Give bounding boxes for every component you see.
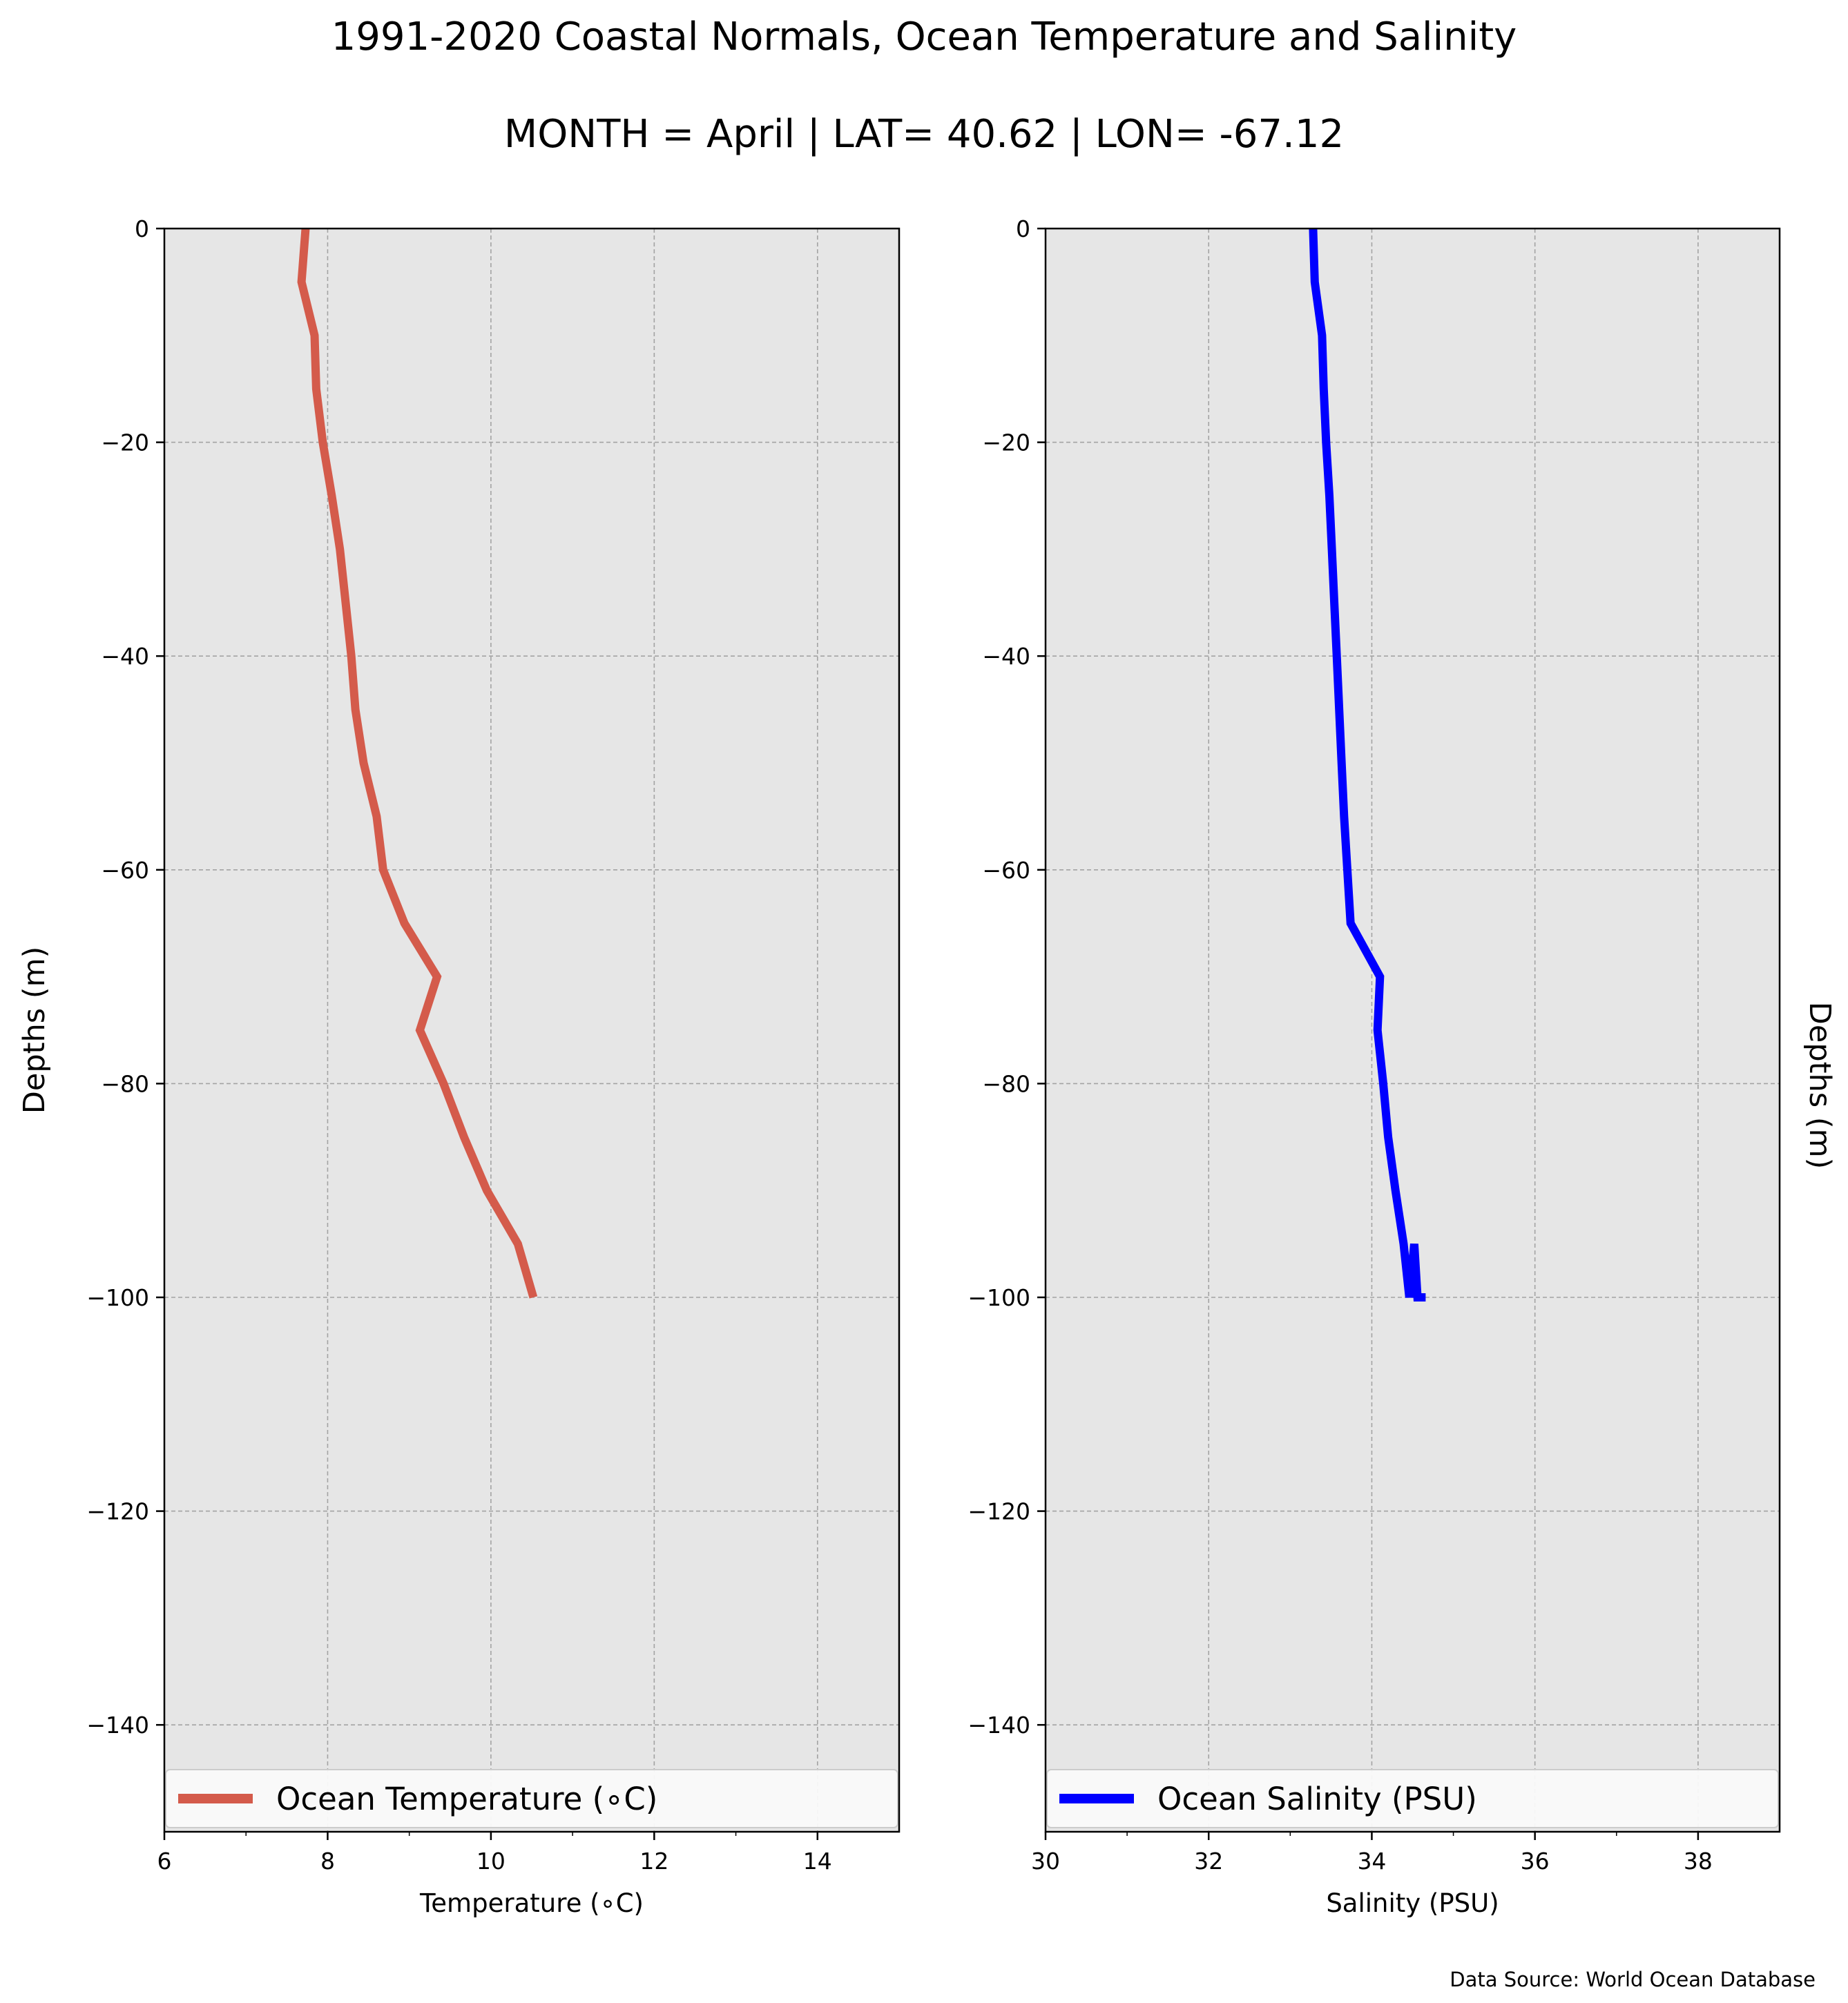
x-tick-label: 36 xyxy=(1521,1848,1550,1875)
legend-box xyxy=(1046,1769,1779,1828)
y-tick-label: −140 xyxy=(86,1712,149,1739)
y-tick-label: −20 xyxy=(982,429,1030,456)
x-tick-label: 6 xyxy=(157,1848,172,1875)
legend-label: Ocean Temperature (∘C) xyxy=(276,1781,657,1817)
x-tick-label: 14 xyxy=(803,1848,832,1875)
x-axis-label: Temperature (∘C) xyxy=(419,1888,644,1918)
y-tick-label: −100 xyxy=(86,1284,149,1311)
y-tick-label: 0 xyxy=(135,215,149,242)
x-tick-label: 32 xyxy=(1194,1848,1223,1875)
depth-axis-label-right: Depths (m) xyxy=(1802,1002,1837,1169)
x-tick-label: 34 xyxy=(1357,1848,1386,1875)
legend-label: Ocean Salinity (PSU) xyxy=(1157,1781,1477,1817)
y-tick-label: −60 xyxy=(101,857,149,884)
y-axis-label: Depths (m) xyxy=(17,947,52,1114)
x-tick-label: 8 xyxy=(320,1848,335,1875)
x-axis-label: Salinity (PSU) xyxy=(1326,1888,1499,1918)
figure-title: 1991-2020 Coastal Normals, Ocean Tempera… xyxy=(331,14,1517,59)
plot-area xyxy=(164,229,899,1832)
data-source-note: Data Source: World Ocean Database xyxy=(1450,1968,1816,1991)
x-tick-label: 10 xyxy=(477,1848,506,1875)
series-line-salinity xyxy=(1309,228,1426,1302)
y-tick-label: −20 xyxy=(101,429,149,456)
y-tick-label: −140 xyxy=(968,1712,1030,1739)
plot-area xyxy=(1046,229,1780,1832)
series-line-temperature xyxy=(297,228,538,1299)
axes-frame xyxy=(1044,227,1781,1833)
y-tick-label: −60 xyxy=(982,857,1030,884)
y-tick-label: −40 xyxy=(101,643,149,670)
salinity-panel: Ocean Salinity (PSU) 0 −20 −40 −60 −80 −100 −12… xyxy=(968,215,1781,1918)
y-tick-label: −120 xyxy=(86,1498,149,1525)
y-tick-label: −40 xyxy=(982,643,1030,670)
axes-frame xyxy=(163,227,901,1833)
legend: Ocean Temperature (∘C) xyxy=(165,1769,898,1828)
y-tick-label: −120 xyxy=(968,1498,1030,1525)
x-tick-label: 38 xyxy=(1684,1848,1713,1875)
x-tick-label: 12 xyxy=(639,1848,668,1875)
x-tick-label: 30 xyxy=(1031,1848,1060,1875)
legend-box xyxy=(165,1769,898,1828)
y-tick-label: 0 xyxy=(1016,215,1030,242)
y-tick-label: −100 xyxy=(968,1284,1030,1311)
figure-subtitle: MONTH = April | LAT= 40.62 | LON= -67.12 xyxy=(504,112,1344,157)
y-tick-label: −80 xyxy=(101,1070,149,1097)
y-tick-label: −80 xyxy=(982,1070,1030,1097)
temperature-panel: Ocean Temperature (∘C) 0 −20 −40 −60 −80 −100 −… xyxy=(17,215,901,1918)
legend: Ocean Salinity (PSU) xyxy=(1046,1769,1779,1828)
